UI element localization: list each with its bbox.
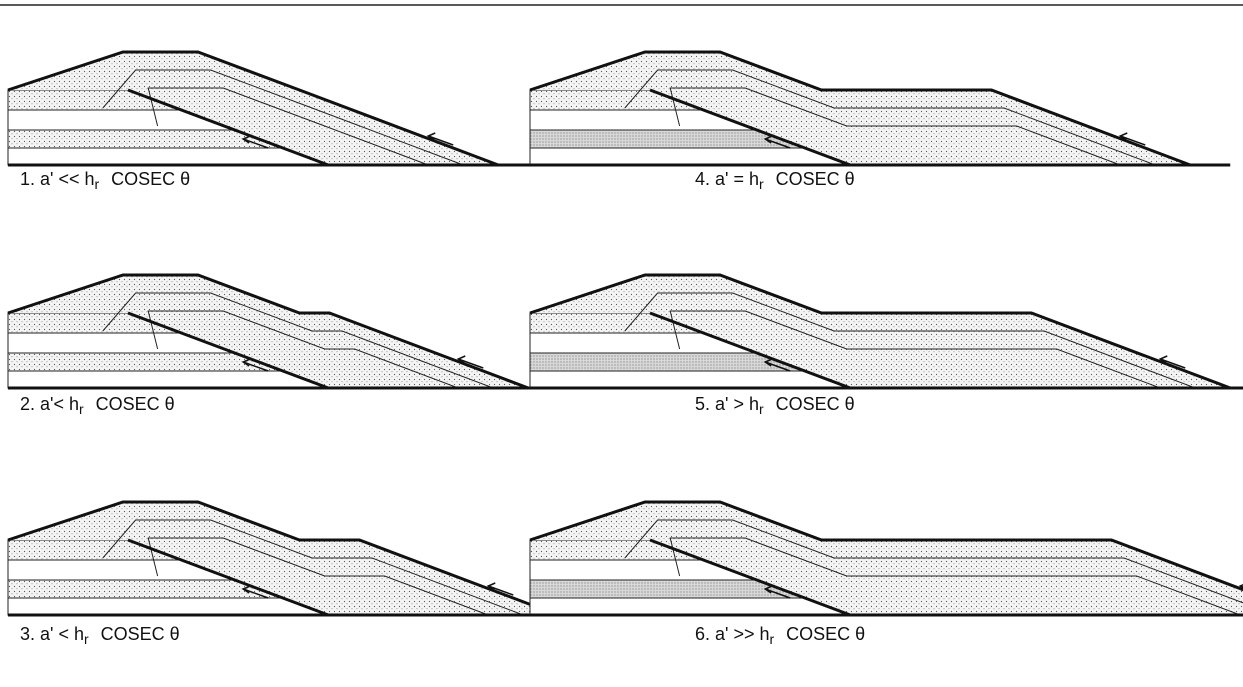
bed-boundary xyxy=(624,69,1156,166)
bed-boundary xyxy=(669,537,1241,616)
slip-arrow xyxy=(487,585,514,596)
caption-text: COSEC θ xyxy=(776,394,855,414)
caption: 6. a' >> hr COSEC θ xyxy=(695,624,865,647)
slip-arrow-head xyxy=(763,358,773,367)
bed-boundary xyxy=(669,310,1161,389)
thrust-fault xyxy=(649,88,851,167)
footwall-bed xyxy=(7,597,329,616)
footwall-bed xyxy=(529,147,851,166)
bed-boundary xyxy=(624,292,1196,389)
sheet-top xyxy=(7,500,559,617)
caption-text: COSEC θ xyxy=(96,394,175,414)
caption-text: COSEC θ xyxy=(111,169,190,189)
slip-arrow-head xyxy=(426,132,436,141)
slip-arrow xyxy=(242,138,269,149)
slip-arrow-head xyxy=(1158,355,1168,364)
slip-arrow-head xyxy=(763,585,773,594)
slip-arrow-head xyxy=(1118,132,1128,141)
bed-boundary xyxy=(102,519,524,616)
caption-text: 2. a'< h xyxy=(20,394,79,414)
slip-arrow-head xyxy=(763,135,773,144)
slip-arrow-head xyxy=(241,358,251,367)
caption-text: 3. a' < h xyxy=(20,624,84,644)
cross-section xyxy=(7,500,599,617)
bed-boundary xyxy=(669,87,1121,166)
footwall-bed xyxy=(529,597,851,616)
caption-text: COSEC θ xyxy=(786,624,865,644)
slip-arrow-head xyxy=(241,135,251,144)
slip-arrow xyxy=(242,361,269,372)
cross-section xyxy=(529,500,1243,617)
footwall-bed xyxy=(529,370,851,389)
caption-subscript: r xyxy=(770,631,775,647)
thrust-fault xyxy=(649,311,851,390)
slip-arrow-head xyxy=(1238,584,1243,589)
cross-section xyxy=(529,273,1243,390)
caption-text: COSEC θ xyxy=(101,624,180,644)
cross-section xyxy=(7,273,569,390)
caption-text: COSEC θ xyxy=(776,169,855,189)
bed-boundary xyxy=(102,292,494,389)
sheet-top xyxy=(529,50,1191,167)
thrust-sheet xyxy=(8,502,559,615)
caption: 2. a'< hr COSEC θ xyxy=(20,394,175,417)
sheet-top xyxy=(529,273,1231,390)
sheet-top xyxy=(7,50,499,167)
caption: 4. a' = hr COSEC θ xyxy=(695,169,855,192)
sheet-top xyxy=(7,273,529,390)
slip-arrow-head xyxy=(486,582,496,591)
slip-arrow xyxy=(457,358,484,369)
bed-boundary xyxy=(102,69,464,166)
slip-arrow-head xyxy=(241,585,251,594)
slip-arrow xyxy=(764,588,791,599)
thrust-sheet xyxy=(8,275,529,388)
slip-arrow-head xyxy=(456,355,466,364)
caption: 3. a' < hr COSEC θ xyxy=(20,624,180,647)
caption-text: 5. a' > h xyxy=(695,394,759,414)
sheet-top xyxy=(529,500,1243,592)
caption: 5. a' > hr COSEC θ xyxy=(695,394,855,417)
slip-arrow xyxy=(764,361,791,372)
caption-text: 1. a' << h xyxy=(20,169,95,189)
thrust-fault xyxy=(127,88,329,167)
bed-boundary xyxy=(147,310,459,389)
caption-subscript: r xyxy=(95,176,100,192)
caption-subscript: r xyxy=(79,401,84,417)
bed-boundary xyxy=(147,87,429,166)
thrust-fault xyxy=(127,311,329,390)
thrust-fault xyxy=(649,538,851,617)
bed-boundary xyxy=(624,519,1243,604)
caption-text: 6. a' >> h xyxy=(695,624,770,644)
slip-arrow xyxy=(427,135,454,146)
slip-arrow xyxy=(1119,135,1146,146)
caption-subscript: r xyxy=(759,401,764,417)
caption-subscript: r xyxy=(759,176,764,192)
caption-subscript: r xyxy=(84,631,89,647)
footwall-bed xyxy=(7,147,329,166)
slip-arrow xyxy=(1159,358,1186,369)
thrust-fault xyxy=(127,538,329,617)
cross-section xyxy=(529,50,1231,167)
caption-text: 4. a' = h xyxy=(695,169,759,189)
cross-section xyxy=(7,50,539,167)
bed-boundary xyxy=(147,537,489,616)
thrust-sheet xyxy=(8,52,499,165)
slip-arrow xyxy=(764,138,791,149)
caption: 1. a' << hr COSEC θ xyxy=(20,169,190,192)
slip-arrow xyxy=(242,588,269,599)
footwall-bed xyxy=(7,370,329,389)
